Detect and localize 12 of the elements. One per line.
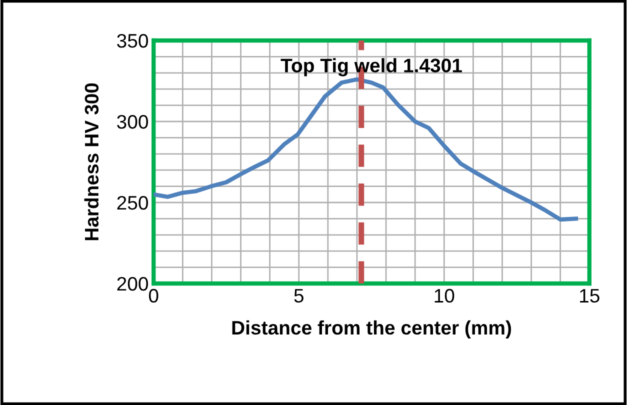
x-tick-label: 10 (434, 288, 454, 303)
text: Top Tig weld 1.4301 (280, 58, 462, 76)
x-tick-label: 5 (294, 289, 304, 303)
x-tick-label: 15 (580, 289, 600, 303)
y-axis-title: Hardness HV 300 (84, 83, 99, 240)
y-tick-label: 250 (117, 196, 148, 210)
y-tick-label: 300 (117, 114, 148, 129)
y-tick-label: 200 (117, 276, 148, 291)
x-axis-title: Distance from the center (mm) (232, 320, 511, 338)
y-tick-label: 350 (117, 34, 148, 48)
line-series (154, 77, 578, 222)
x-tick-label: 0 (148, 288, 158, 303)
